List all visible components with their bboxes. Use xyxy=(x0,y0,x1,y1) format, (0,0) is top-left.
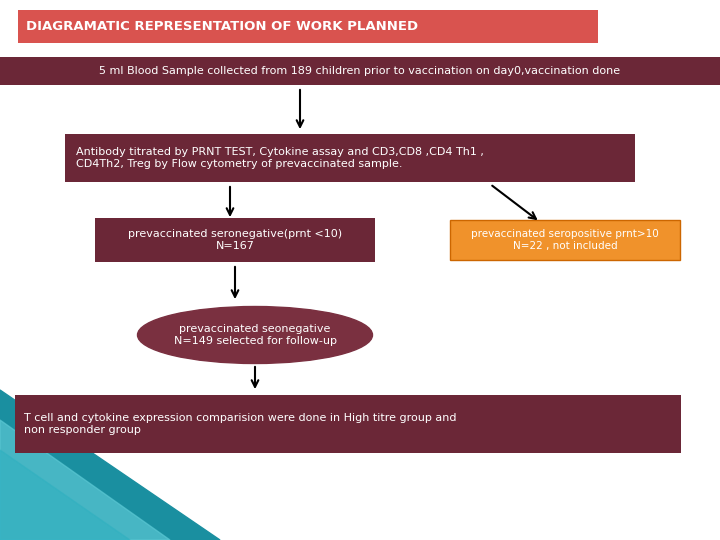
FancyBboxPatch shape xyxy=(18,10,598,43)
Ellipse shape xyxy=(138,307,372,363)
Polygon shape xyxy=(0,450,130,540)
Text: Antibody titrated by PRNT TEST, Cytokine assay and CD3,CD8 ,CD4 Th1 ,
CD4Th2, Tr: Antibody titrated by PRNT TEST, Cytokine… xyxy=(76,147,484,169)
FancyBboxPatch shape xyxy=(95,218,375,262)
Text: DIAGRAMATIC REPRESENTATION OF WORK PLANNED: DIAGRAMATIC REPRESENTATION OF WORK PLANN… xyxy=(26,21,418,33)
FancyBboxPatch shape xyxy=(0,57,720,85)
Text: T cell and cytokine expression comparision were done in High titre group and
non: T cell and cytokine expression comparisi… xyxy=(24,413,456,435)
Text: prevaccinated seropositive prnt>10
N=22 , not included: prevaccinated seropositive prnt>10 N=22 … xyxy=(471,229,659,251)
Text: 5 ml Blood Sample collected from 189 children prior to vaccination on day0,vacci: 5 ml Blood Sample collected from 189 chi… xyxy=(99,66,621,76)
Polygon shape xyxy=(0,420,170,540)
Text: prevaccinated seonegative
N=149 selected for follow-up: prevaccinated seonegative N=149 selected… xyxy=(174,324,336,346)
Polygon shape xyxy=(0,390,220,540)
FancyBboxPatch shape xyxy=(450,220,680,260)
Text: prevaccinated seronegative(prnt <10)
N=167: prevaccinated seronegative(prnt <10) N=1… xyxy=(128,229,342,251)
FancyBboxPatch shape xyxy=(15,395,681,453)
FancyBboxPatch shape xyxy=(65,134,635,182)
